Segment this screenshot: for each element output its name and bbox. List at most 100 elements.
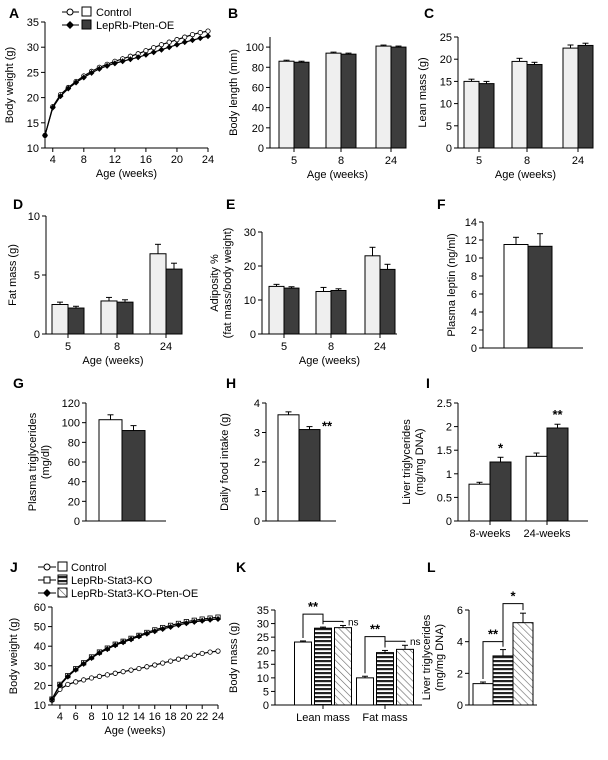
data-point	[189, 31, 196, 38]
bar	[375, 45, 392, 149]
panel-c: 0 5 10 15 20 25 Lean mass (g) 5 8 24 Age (weeks)	[417, 32, 594, 181]
panel-label-a: A	[9, 5, 19, 21]
y-tick-label: 0	[74, 516, 80, 528]
y-axis-label-line2: (mg/mg DNA)	[434, 624, 446, 691]
y-axis-label: Liver triglycerides	[421, 614, 433, 700]
panel-e: 0 10 20 30 Adiposity % (fat mass/body weight)…	[209, 227, 397, 367]
y-tick-label: 1	[254, 487, 260, 499]
y-tick-label: 12	[465, 235, 477, 247]
data-point	[205, 33, 211, 40]
data-point	[159, 625, 166, 632]
y-tick-label: 30	[257, 619, 269, 631]
y-tick-label: 30	[244, 227, 256, 239]
bar	[98, 419, 123, 522]
x-tick-label: 4	[50, 154, 56, 166]
bar	[503, 244, 529, 349]
legend-control-swatch	[81, 6, 92, 17]
y-tick-label: 120	[62, 398, 80, 410]
x-tick-label: 10	[101, 711, 113, 723]
x-tick-label: 6	[73, 711, 79, 723]
data-point	[158, 42, 165, 48]
y-tick-label: 4	[254, 398, 260, 410]
data-point	[88, 69, 95, 76]
bar	[298, 429, 321, 522]
data-point	[167, 623, 174, 630]
x-axis-label: Age (weeks)	[104, 725, 165, 737]
x-tick-label: 5	[281, 341, 287, 353]
data-point	[111, 60, 118, 67]
y-tick-label: 3	[254, 428, 260, 440]
y-tick-label: 50	[34, 622, 46, 634]
y-tick-label: 2.5	[437, 398, 452, 410]
y-tick-label: 10	[34, 700, 46, 712]
legend-j: Control LepRb-Stat3-KO LepRb-Stat3-KO-Pt…	[38, 561, 198, 600]
panel-g: 0 20 40 60 80 100 120 Plasma triglycerides (mg/d…	[27, 398, 166, 528]
legend-top: Control LepRb-Pten-OE	[62, 6, 174, 32]
bar	[340, 53, 357, 149]
legend-j-control-swatch	[57, 561, 68, 572]
significance-label: **	[370, 622, 381, 637]
y-tick-label: 20	[34, 680, 46, 692]
data-point	[57, 93, 64, 100]
data-point	[49, 104, 56, 111]
bar	[356, 677, 374, 706]
bar	[325, 52, 342, 149]
data-point	[104, 62, 111, 69]
y-tick-label: 80	[68, 437, 80, 449]
y-axis-label-line2: (mg/dl)	[40, 445, 52, 479]
y-tick-label: 14	[465, 217, 477, 229]
series-line	[51, 650, 219, 701]
y-tick-label: 10	[257, 673, 269, 685]
y-tick-label: 25	[27, 67, 39, 79]
y-tick-label: 20	[440, 54, 452, 66]
data-point	[120, 669, 126, 675]
significance-label: ns	[410, 637, 421, 648]
data-point	[120, 639, 127, 646]
bar	[330, 289, 347, 335]
data-point	[119, 58, 126, 65]
y-tick-label: 40	[34, 641, 46, 653]
bar	[492, 655, 514, 706]
data-point	[199, 617, 206, 624]
bar	[149, 253, 167, 335]
data-point	[112, 642, 119, 649]
data-point	[191, 618, 198, 625]
x-tick-label: Lean mass	[296, 712, 350, 724]
y-tick-label: 5	[446, 121, 452, 133]
data-point	[175, 622, 182, 629]
y-axis-label: Plasma triglycerides	[27, 412, 39, 511]
significance-bracket	[384, 640, 406, 648]
y-axis-label-line2: (fat mass/body weight)	[222, 228, 234, 339]
x-tick-label: 8	[81, 154, 87, 166]
y-tick-label: 8	[471, 271, 477, 283]
y-tick-label: 100	[246, 42, 264, 54]
x-tick-label: 20	[180, 711, 192, 723]
y-tick-label: 15	[257, 659, 269, 671]
x-tick-label: 12	[117, 711, 129, 723]
data-point	[135, 54, 142, 61]
y-tick-label: 10	[27, 143, 39, 155]
legend-j-open-circle-marker	[43, 563, 51, 571]
y-tick-label: 30	[34, 661, 46, 673]
y-tick-label: 4	[471, 307, 477, 319]
y-tick-label: 5	[263, 686, 269, 698]
y-axis-label: Fat mass (g)	[7, 244, 19, 306]
data-point	[64, 673, 71, 680]
x-tick-label: 8-weeks	[470, 528, 511, 540]
legend-j-stat3pten-label: LepRb-Stat3-KO-Pten-OE	[71, 588, 198, 600]
bar	[396, 648, 414, 706]
data-point	[128, 636, 135, 643]
x-tick-label: 8	[338, 155, 344, 167]
panel-label-j: J	[10, 559, 18, 575]
y-axis-label: Body length (mm)	[228, 49, 240, 136]
y-tick-label: 30	[27, 42, 39, 54]
y-tick-label: 10	[465, 253, 477, 265]
y-tick-label: 25	[257, 632, 269, 644]
bar	[121, 430, 146, 522]
bar	[364, 255, 381, 335]
data-point	[181, 39, 188, 46]
y-tick-label: 100	[62, 418, 80, 430]
bar	[294, 641, 312, 706]
panel-label-k: K	[236, 559, 246, 575]
data-point	[136, 665, 142, 672]
